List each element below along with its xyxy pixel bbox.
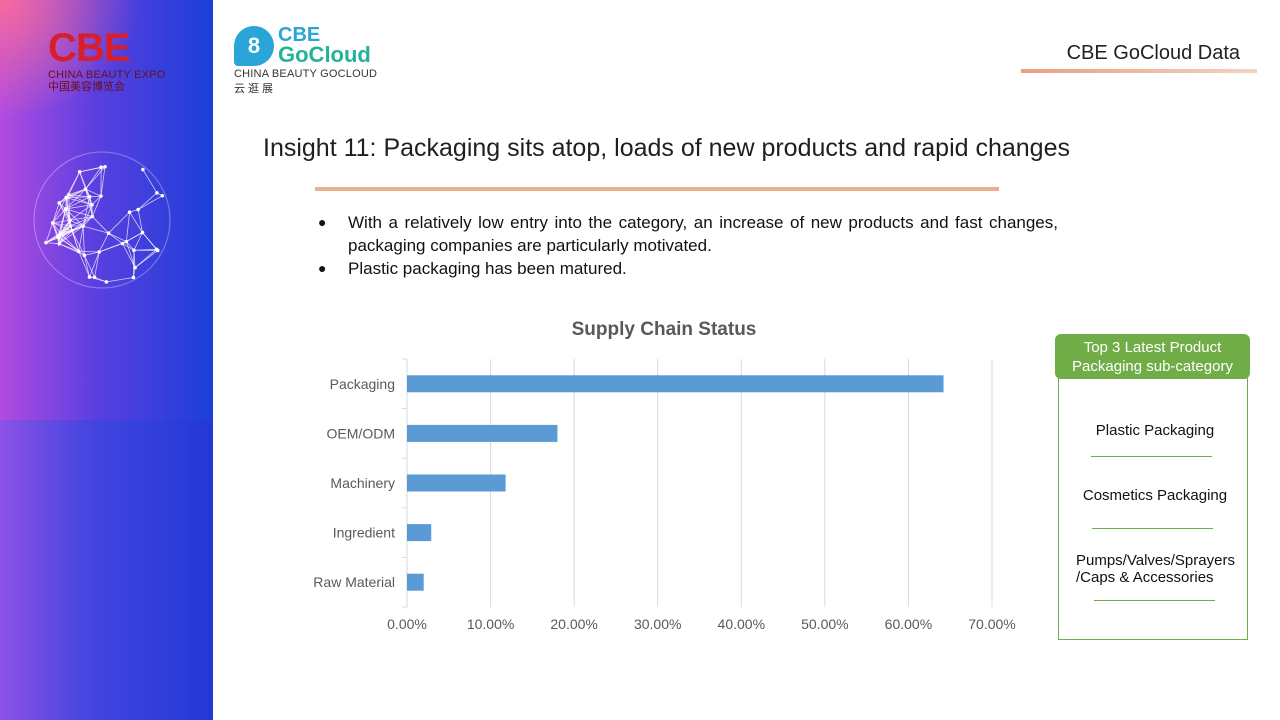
y-category-label: OEM/ODM [327, 425, 395, 441]
bullet-item: ● Plastic packaging has been matured. [318, 257, 1058, 280]
x-tick-label: 0.00% [387, 616, 427, 632]
x-tick-label: 60.00% [885, 616, 932, 632]
top-packaging-card-header: Top 3 Latest Product Packaging sub-categ… [1055, 334, 1250, 379]
x-tick-label: 40.00% [718, 616, 765, 632]
side-divider [1092, 528, 1213, 529]
cbe-logo-mark: CBE [48, 26, 130, 70]
header-underline [1021, 69, 1257, 73]
gocloud-logo-subtitle: CHINA BEAUTY GOCLOUD [234, 68, 378, 80]
cbe-logo-chinese: 中国美容博览会 [48, 81, 125, 93]
bar-ingredient [407, 524, 432, 542]
bar-raw-material [407, 573, 424, 591]
cbe-logo-subtitle: CHINA BEAUTY EXPO [48, 69, 166, 81]
sidebar-gradient-overlay [0, 420, 213, 720]
title-underline [315, 187, 999, 191]
side-divider [1091, 456, 1212, 457]
chart-title: Supply Chain Status [572, 319, 757, 340]
bullet-list: ● With a relatively low entry into the c… [318, 211, 1058, 280]
header-title: CBE GoCloud Data [1066, 42, 1240, 64]
x-tick-label: 70.00% [968, 616, 1015, 632]
gocloud-logo-chinese: 云逛展 [234, 83, 276, 95]
y-category-label: Ingredient [333, 525, 395, 541]
x-tick-label: 50.00% [801, 616, 848, 632]
side-list-item: Pumps/Valves/Sprayers /Caps & Accessorie… [1076, 552, 1235, 586]
x-tick-label: 30.00% [634, 616, 681, 632]
y-category-label: Machinery [330, 475, 395, 491]
cbe-logo: CBE CHINA BEAUTY EXPO 中国美容博览会 [48, 28, 166, 94]
slide-title: Insight 11: Packaging sits atop, loads o… [263, 134, 1070, 162]
bar-oem-odm [407, 424, 558, 442]
bullet-text: With a relatively low entry into the cat… [348, 213, 1058, 255]
bar-packaging [407, 375, 944, 393]
side-list-item: Cosmetics Packaging [1082, 487, 1228, 504]
bar-machinery [407, 474, 506, 492]
y-category-label: Raw Material [313, 574, 395, 590]
gocloud-logo-line1: CBE [278, 24, 321, 46]
gocloud-logo-icon: 8 [234, 26, 274, 66]
supply-chain-chart: Supply Chain Status 0.00% 10.00% 20.00% 30.… [280, 305, 1040, 650]
side-list-item: Plastic Packaging [1095, 422, 1215, 439]
bullet-dot-icon: ● [318, 260, 327, 276]
left-sidebar [0, 0, 213, 720]
bullet-text: Plastic packaging has been matured. [348, 259, 627, 278]
bullet-item: ● With a relatively low entry into the c… [318, 211, 1058, 257]
chart-svg: Supply Chain Status 0.00% 10.00% 20.00% 30.… [313, 319, 1015, 632]
side-divider [1094, 600, 1215, 601]
gocloud-logo-line2: GoCloud [278, 42, 371, 67]
bullet-dot-icon: ● [318, 214, 327, 230]
y-category-label: Packaging [330, 376, 395, 392]
x-tick-label: 10.00% [467, 616, 514, 632]
network-globe-icon [33, 151, 171, 289]
gocloud-logo: 8 CBE GoCloud CHINA BEAUTY GOCLOUD 云逛展 [234, 24, 378, 96]
x-tick-label: 20.00% [550, 616, 597, 632]
